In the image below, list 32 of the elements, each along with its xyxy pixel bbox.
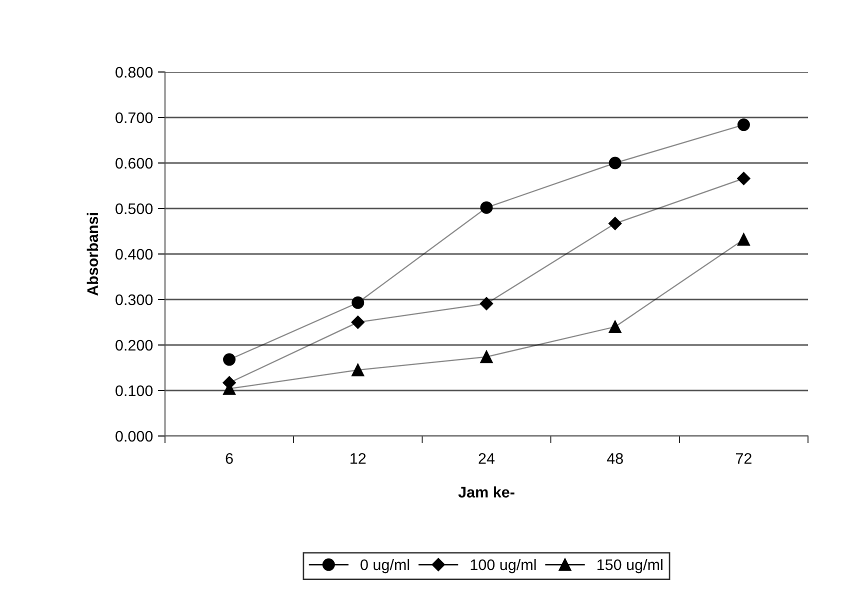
y-tick-label: 0.100 <box>116 385 153 396</box>
point <box>223 353 236 366</box>
point <box>737 118 750 132</box>
point <box>352 296 364 309</box>
y-tick-label: 0.300 <box>116 294 153 306</box>
y-tick-label: 0.500 <box>116 203 153 214</box>
legend-label: 150 ug/ml <box>598 558 662 574</box>
point <box>351 316 364 329</box>
y-tick-label: 0.700 <box>116 112 153 124</box>
point <box>352 364 364 376</box>
x-tick-label: 6 <box>226 453 233 464</box>
x-tick-label: 48 <box>606 453 623 464</box>
x-tick-label: 24 <box>478 453 495 464</box>
legend-label: 100 ug/ml <box>470 558 536 574</box>
point <box>480 201 493 214</box>
point <box>737 233 750 246</box>
y-tick-label: 0.400 <box>116 248 153 260</box>
legend-label: 0 ug/ml <box>360 558 410 574</box>
point <box>608 216 622 230</box>
y-tick-label: 0.600 <box>116 158 153 169</box>
y-tick-label: 0.000 <box>116 430 153 442</box>
y-tick-label: 0.200 <box>116 340 153 351</box>
point <box>608 320 622 334</box>
point <box>480 297 494 310</box>
point <box>737 172 750 186</box>
y-axis-title: Absorbansi <box>86 213 98 296</box>
point <box>480 350 493 364</box>
y-tick-label: 0.800 <box>116 66 153 78</box>
x-tick-label: 12 <box>350 453 366 464</box>
x-tick-label: 72 <box>736 453 752 464</box>
x-axis-title: Jam ke- <box>458 486 514 498</box>
point <box>608 156 622 170</box>
